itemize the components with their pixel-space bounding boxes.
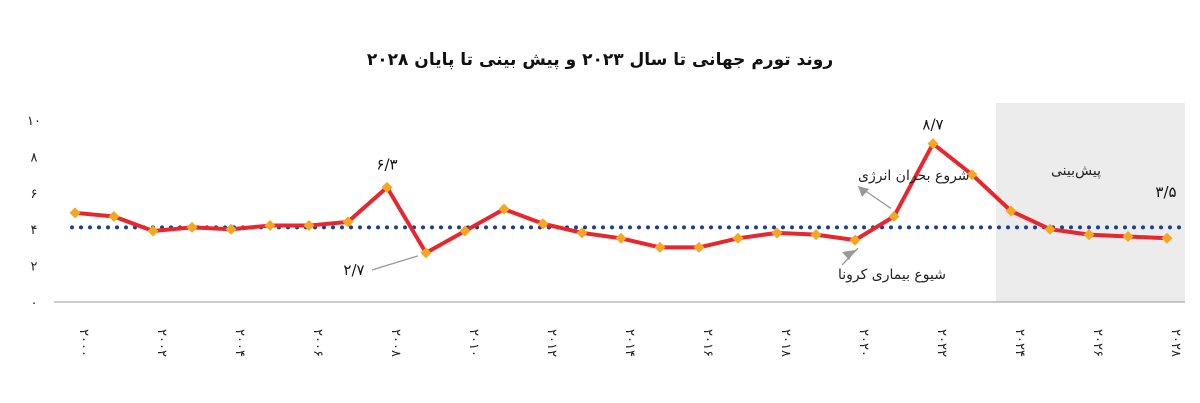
y-tick-label: ۲	[31, 260, 38, 275]
x-tick-label: ۲۰۲۴	[1012, 329, 1027, 357]
data-point-marker	[537, 218, 549, 230]
energy-crisis-label: شروع بحران انرژی	[858, 168, 970, 184]
energy-crisis-arrow-line	[863, 189, 892, 209]
x-tick-label: ۲۰۰۸	[388, 329, 403, 357]
y-tick-label: ۸	[31, 150, 38, 165]
data-point-marker	[69, 207, 81, 219]
x-tick-label: ۲۰۱۲	[544, 329, 559, 357]
x-tick-label: ۲۰۲۶	[1090, 329, 1105, 357]
forecast-label: پیش‌بینی	[1051, 163, 1101, 179]
x-tick-label: ۲۰۰۲	[154, 329, 169, 357]
data-point-marker	[303, 220, 315, 232]
data-point-marker	[459, 225, 471, 237]
data-point-marker	[1161, 232, 1173, 244]
x-tick-label: ۲۰۲۰	[856, 329, 871, 357]
data-point-marker	[420, 247, 432, 259]
x-tick-label: ۲۰۰۴	[232, 329, 247, 357]
data-point-marker	[732, 232, 744, 244]
y-tick-label: ۰	[31, 296, 38, 311]
data-point-marker	[615, 232, 627, 244]
data-point-marker	[576, 227, 588, 239]
covid-arrow-head	[842, 250, 855, 260]
data-point-marker	[264, 220, 276, 232]
data-point-marker	[108, 210, 120, 222]
data-point-marker	[186, 221, 198, 233]
y-tick-label: ۴	[31, 223, 38, 238]
data-point-marker	[927, 138, 939, 150]
data-point-marker	[966, 169, 978, 181]
data-point-marker	[849, 234, 861, 246]
peak-2022-label: ۸/۷	[922, 116, 943, 134]
x-tick-label: ۲۰۱۸	[778, 329, 793, 357]
data-point-marker	[654, 241, 666, 253]
data-point-marker	[498, 203, 510, 215]
data-point-marker	[1044, 223, 1056, 235]
peak-2008-label: ۶/۳	[376, 155, 397, 173]
data-point-marker	[888, 210, 900, 222]
x-tick-label: ۲۰۲۲	[934, 329, 949, 357]
low-2009-label: ۲/۷	[343, 261, 364, 279]
energy-crisis-arrow-head	[858, 186, 869, 197]
low-2009-arrow-line	[371, 255, 419, 271]
y-tick-label: ۱۰	[27, 114, 41, 129]
data-point-marker	[771, 227, 783, 239]
data-point-marker	[810, 229, 822, 241]
x-tick-label: ۲۰۰۶	[310, 329, 325, 357]
data-point-marker	[1005, 205, 1017, 217]
data-point-marker	[342, 216, 354, 228]
data-point-marker	[147, 225, 159, 237]
x-tick-label: ۲۰۱۶	[700, 329, 715, 357]
data-point-marker	[225, 223, 237, 235]
data-point-marker	[1122, 230, 1134, 242]
x-tick-label: ۲۰۱۴	[622, 329, 637, 357]
forecast-region	[996, 103, 1185, 302]
data-point-marker	[693, 241, 705, 253]
chart-title: روند تورم جهانی تا سال ۲۰۲۳ و پیش بینی ت…	[366, 50, 834, 70]
data-point-marker	[1083, 229, 1095, 241]
x-tick-label: ۲۰۰۰	[76, 329, 91, 357]
data-point-marker	[381, 181, 393, 193]
x-tick-label: ۲۰۱۰	[466, 329, 481, 357]
covid-label: شیوع بیماری کرونا	[838, 267, 946, 283]
y-tick-label: ۶	[31, 187, 38, 202]
end-2028-label: ۳/۵	[1155, 183, 1176, 201]
x-tick-label: ۲۰۲۸	[1168, 329, 1183, 357]
